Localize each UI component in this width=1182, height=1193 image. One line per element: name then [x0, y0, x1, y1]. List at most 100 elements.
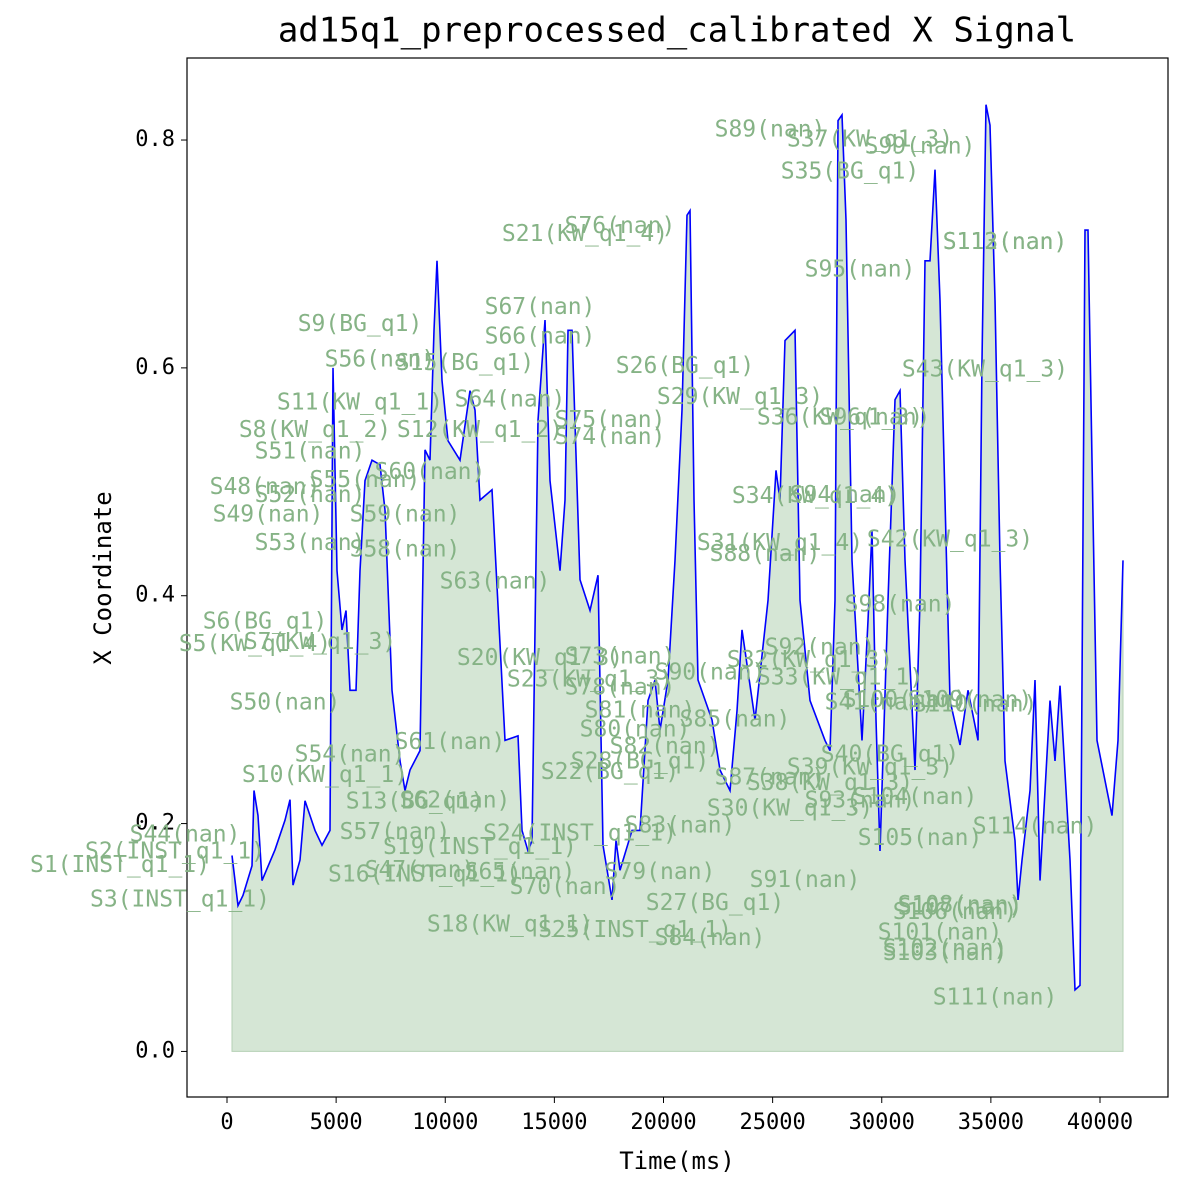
annotation: S52(nan) [255, 482, 366, 508]
annotation: S18(KW_q1_1) [427, 911, 593, 937]
annotation: S110(nan) [913, 692, 1038, 718]
annotation: S33(KW_q1_1) [757, 664, 923, 690]
annotation: S66(nan) [485, 324, 596, 350]
annotation: S88(nan) [710, 541, 821, 567]
annotation: S47(nan) [365, 857, 476, 883]
annotation: S105(nan) [858, 825, 983, 851]
annotation: S70(nan) [510, 874, 621, 900]
annotation: S56(nan) [325, 346, 436, 372]
annotation: S25(INST_q1_1) [538, 917, 732, 943]
annotation: S67(nan) [485, 294, 596, 320]
annotation: S80(nan) [580, 717, 691, 743]
annotation: S53(nan) [255, 530, 366, 556]
annotation: S108(nan) [898, 892, 1023, 918]
x-tick-label: 20000 [630, 1110, 696, 1135]
annotation: S32(KW_q1_3) [727, 647, 893, 673]
annotation: S8(KW_q1_2) [239, 417, 391, 443]
x-tick-label: 30000 [849, 1110, 915, 1135]
annotation: S23(KW_q1_3) [507, 667, 673, 693]
annotation: S31(KW_q1_4) [697, 530, 863, 556]
line [231, 104, 1124, 992]
annotation: S26(BG_q1) [616, 353, 754, 379]
annotation: S111(nan) [933, 984, 1058, 1010]
annotation: S37(KW_q1_3) [787, 127, 953, 153]
annotation: S109(nan) [908, 687, 1033, 713]
annotation: S55(nan) [310, 467, 421, 493]
annotation: S74(nan) [555, 424, 666, 450]
annotation: S93(nan) [805, 787, 916, 813]
annotation: S15(BG_q1) [396, 350, 534, 376]
x-axis-label: Time(ms) [619, 1147, 735, 1175]
annotation: S13(BG_q1) [346, 788, 484, 814]
annotation: S82(nan) [610, 734, 721, 760]
annotation: S16(INST_q1_1) [328, 861, 522, 887]
x-tick-label: 0 [220, 1110, 233, 1135]
x-tick-label: 5000 [310, 1110, 363, 1135]
annotation: S114(nan) [973, 813, 1098, 839]
annotation: S12(KW_q1_2) [397, 417, 563, 443]
annotation: S27(BG_q1) [646, 890, 784, 916]
annotation: S28(BG_q1) [571, 749, 709, 775]
annotation: S85(nan) [680, 706, 791, 732]
x-tick-label: 15000 [521, 1110, 587, 1135]
annotation: S62(nan) [400, 787, 511, 813]
annotation: S65(nan) [465, 859, 576, 885]
annotation: S39(KW_q1_3) [787, 754, 953, 780]
annotation: S64(nan) [455, 386, 566, 412]
annotation: S107(nan) [898, 894, 1023, 920]
annotation: S24(INST_q1_1) [483, 820, 677, 846]
annotation: S81(nan) [585, 697, 696, 723]
y-tick-label: 0.4 [135, 583, 175, 608]
annotation: S41(nan) [825, 689, 936, 715]
annotation: S83(nan) [625, 812, 736, 838]
annotation: S87(nan) [715, 765, 826, 791]
annotation: S50(nan) [230, 689, 341, 715]
annotation: S89(nan) [715, 116, 826, 142]
annotation: S103(nan) [883, 940, 1008, 966]
y-tick-label: 0.0 [135, 1038, 175, 1063]
y-axis-label: X Coordinate [89, 491, 117, 664]
chart-title: ad15q1_preprocessed_calibrated X Signal [278, 11, 1076, 51]
annotation: S61(nan) [395, 729, 506, 755]
annotation: S7(KW_q1_3) [244, 629, 396, 655]
y-tick-label: 0.2 [135, 811, 175, 836]
annotation: S101(nan) [878, 919, 1003, 945]
x-tick-label: 10000 [412, 1110, 478, 1135]
annotation: S106(nan) [893, 899, 1018, 925]
annotation: S35(BG_q1) [781, 158, 919, 184]
x-tick-label: 40000 [1067, 1110, 1133, 1135]
annotation: S42(KW_q1_3) [867, 526, 1033, 552]
annotation: S76(nan) [565, 213, 676, 239]
annotation: S113(nan) [943, 229, 1068, 255]
annotation: S112(nan) [943, 229, 1068, 255]
annotation: S79(nan) [605, 859, 716, 885]
annotation: S11(KW_q1_1) [277, 390, 443, 416]
x-tick-label: 35000 [958, 1110, 1024, 1135]
y-tick-label: 0.8 [135, 127, 175, 152]
annotation: S54(nan) [295, 742, 406, 768]
annotation: S19(INST_q1_1) [383, 834, 577, 860]
annotation: S44(nan) [130, 821, 241, 847]
annotation: S75(nan) [555, 407, 666, 433]
annotation: S21(KW_q1_4) [502, 221, 668, 247]
annotation: S98(nan) [845, 591, 956, 617]
annotation: S94(nan) [790, 482, 901, 508]
annotation: S99(nan) [865, 133, 976, 159]
annotation: S58(nan) [350, 537, 461, 563]
y-tick-label: 0.6 [135, 355, 175, 380]
annotation: S9(BG_q1) [298, 311, 423, 337]
annotation: S34(KW_q1_4) [732, 483, 898, 509]
annotation: S84(nan) [655, 925, 766, 951]
annotation: S40(BG_q1) [821, 742, 959, 768]
annotation: S2(INST_q1_1) [85, 839, 265, 865]
annotation: S96(nan) [820, 405, 931, 431]
annotation: S90(nan) [655, 660, 766, 686]
annotation: S59(nan) [350, 501, 461, 527]
annotation: S100(nan) [843, 687, 968, 713]
annotation: S104(nan) [853, 784, 978, 810]
annotation: S6(BG_q1) [203, 608, 328, 634]
annotation: S1(INST_q1_1) [30, 852, 210, 878]
annotation: S49(nan) [213, 501, 324, 527]
plot-frame [186, 57, 1169, 1098]
annotation: S22(BG_q1) [541, 759, 679, 785]
